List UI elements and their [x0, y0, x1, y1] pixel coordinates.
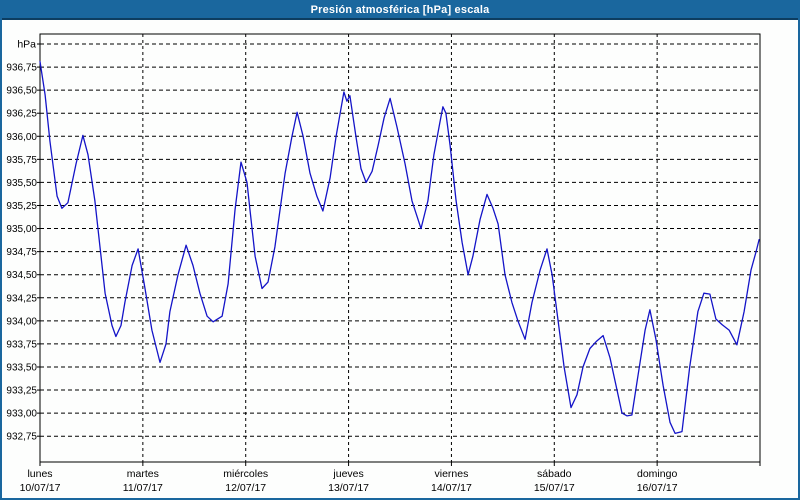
y-tick-label: 933,00 [6, 409, 37, 420]
day-date-label: 14/07/17 [431, 482, 472, 494]
day-date-label: 11/07/17 [123, 482, 163, 494]
y-tick-label: 936,00 [6, 132, 37, 143]
day-date-label: 16/07/17 [637, 482, 678, 494]
y-tick-label: 934,50 [6, 270, 37, 281]
day-name-label: viernes [434, 468, 468, 480]
day-date-label: 15/07/17 [534, 482, 575, 494]
x-day-labels: lunes 10/07/17 martes 11/07/17 miércoles 12/0… [20, 468, 678, 494]
gridlines [40, 34, 760, 462]
y-tick-labels: hPa 936,75 936,50 936,25 936,00 935,75 935,50 9… [6, 39, 37, 443]
y-tick-label: 933,75 [6, 339, 37, 350]
y-tick-label: 935,50 [6, 178, 37, 189]
y-tick-label: 934,25 [6, 293, 37, 304]
window-title: Presión atmosférica [hPa] escala [2, 2, 798, 20]
y-tick-label: 935,00 [6, 224, 37, 235]
day-name-label: sábado [537, 468, 572, 480]
y-tick-label: 933,50 [6, 362, 37, 373]
y-tick-label: 933,25 [6, 386, 37, 397]
pressure-line [39, 60, 760, 435]
day-name-label: martes [127, 468, 159, 480]
y-tick-label: 932,75 [6, 432, 37, 443]
day-name-label: jueves [332, 468, 363, 480]
y-tick-label: 934,75 [6, 247, 37, 258]
y-tick-label: 936,50 [6, 86, 37, 97]
day-date-label: 12/07/17 [225, 482, 266, 494]
y-tick-label: 936,25 [6, 109, 37, 120]
day-name-label: lunes [27, 468, 52, 480]
y-axis-unit-label: hPa [17, 39, 36, 51]
day-date-label: 13/07/17 [328, 482, 369, 494]
day-date-label: 10/07/17 [20, 482, 61, 494]
y-tick-label: 935,25 [6, 201, 37, 212]
plot-border [39, 33, 761, 463]
axis-ticks [37, 43, 761, 466]
y-tick-label: 935,75 [6, 155, 37, 166]
day-name-label: domingo [637, 468, 677, 480]
day-name-label: miércoles [223, 468, 268, 480]
y-tick-label: 934,00 [6, 316, 37, 327]
y-tick-label: 936,75 [6, 63, 37, 74]
